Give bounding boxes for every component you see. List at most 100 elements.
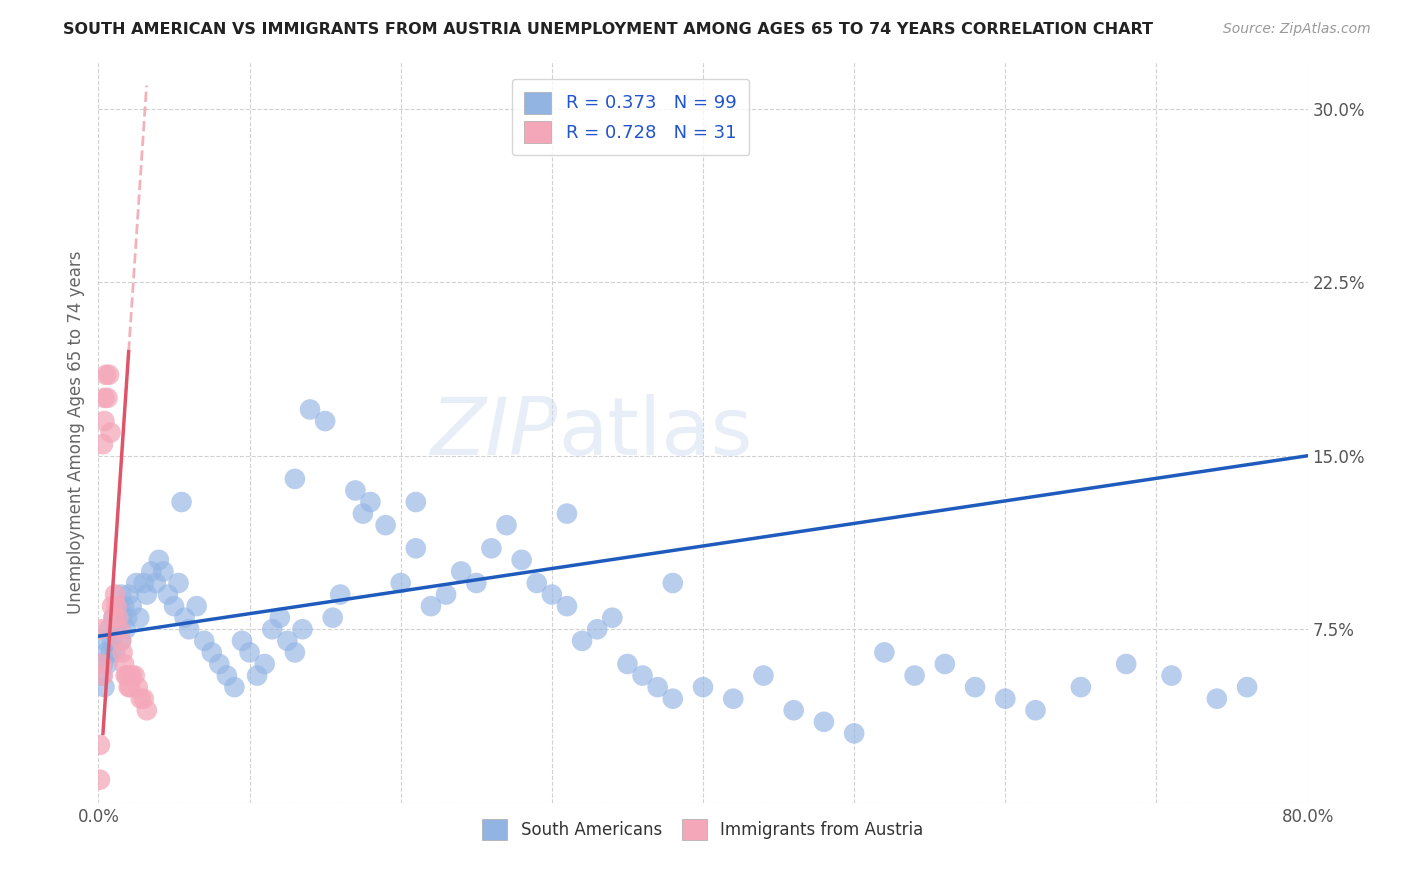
Point bbox=[90, 668, 112, 682]
Text: ZIP: ZIP bbox=[430, 393, 558, 472]
Point bbox=[1024, 703, 1046, 717]
Point bbox=[96, 657, 118, 671]
Point bbox=[129, 691, 152, 706]
Point bbox=[120, 680, 142, 694]
Point bbox=[540, 588, 562, 602]
Point bbox=[132, 691, 155, 706]
Y-axis label: Unemployment Among Ages 65 to 74 years: Unemployment Among Ages 65 to 74 years bbox=[66, 251, 84, 615]
Point bbox=[291, 622, 314, 636]
Point bbox=[103, 610, 125, 624]
Point bbox=[114, 668, 136, 682]
Point bbox=[91, 668, 114, 682]
Point bbox=[873, 645, 896, 659]
Point bbox=[125, 576, 148, 591]
Point bbox=[994, 691, 1017, 706]
Point bbox=[314, 414, 336, 428]
Point bbox=[111, 610, 134, 624]
Point bbox=[269, 610, 291, 624]
Point bbox=[322, 610, 344, 624]
Point bbox=[299, 402, 322, 417]
Point bbox=[208, 657, 231, 671]
Point bbox=[132, 576, 155, 591]
Text: Source: ZipAtlas.com: Source: ZipAtlas.com bbox=[1223, 22, 1371, 37]
Point bbox=[156, 588, 179, 602]
Point bbox=[352, 507, 374, 521]
Point bbox=[112, 599, 135, 614]
Point bbox=[965, 680, 987, 694]
Point bbox=[344, 483, 367, 498]
Point bbox=[692, 680, 714, 694]
Point bbox=[450, 565, 472, 579]
Point bbox=[661, 576, 683, 591]
Point bbox=[284, 645, 307, 659]
Text: SOUTH AMERICAN VS IMMIGRANTS FROM AUSTRIA UNEMPLOYMENT AMONG AGES 65 TO 74 YEARS: SOUTH AMERICAN VS IMMIGRANTS FROM AUSTRI… bbox=[63, 22, 1153, 37]
Point bbox=[904, 668, 927, 682]
Point bbox=[661, 691, 683, 706]
Point bbox=[231, 633, 253, 648]
Point bbox=[135, 703, 157, 717]
Point bbox=[135, 588, 157, 602]
Point bbox=[148, 553, 170, 567]
Point bbox=[121, 599, 143, 614]
Point bbox=[118, 588, 141, 602]
Point bbox=[405, 541, 427, 556]
Point bbox=[115, 668, 138, 682]
Point bbox=[239, 645, 262, 659]
Point bbox=[98, 622, 121, 636]
Point bbox=[602, 610, 624, 624]
Point bbox=[107, 610, 129, 624]
Point bbox=[104, 588, 127, 602]
Point bbox=[152, 565, 174, 579]
Point bbox=[96, 391, 118, 405]
Point bbox=[616, 657, 638, 671]
Point bbox=[1160, 668, 1182, 682]
Point bbox=[145, 576, 167, 591]
Point bbox=[173, 610, 195, 624]
Point bbox=[107, 610, 129, 624]
Point bbox=[555, 599, 578, 614]
Point bbox=[374, 518, 396, 533]
Point bbox=[112, 657, 135, 671]
Point bbox=[89, 772, 111, 787]
Point bbox=[752, 668, 775, 682]
Point bbox=[284, 472, 307, 486]
Point bbox=[93, 680, 115, 694]
Point bbox=[481, 541, 503, 556]
Point bbox=[110, 588, 132, 602]
Point bbox=[201, 645, 224, 659]
Point bbox=[186, 599, 208, 614]
Point bbox=[420, 599, 443, 614]
Point bbox=[844, 726, 866, 740]
Point bbox=[91, 437, 114, 451]
Point bbox=[179, 622, 201, 636]
Point bbox=[93, 391, 115, 405]
Point bbox=[215, 668, 238, 682]
Point bbox=[103, 610, 125, 624]
Point bbox=[91, 657, 114, 671]
Point bbox=[405, 495, 427, 509]
Point bbox=[110, 633, 132, 648]
Point bbox=[224, 680, 246, 694]
Point bbox=[110, 633, 132, 648]
Point bbox=[118, 680, 141, 694]
Point bbox=[93, 414, 115, 428]
Point bbox=[104, 645, 127, 659]
Point bbox=[124, 668, 146, 682]
Point bbox=[163, 599, 186, 614]
Point bbox=[647, 680, 669, 694]
Point bbox=[114, 622, 136, 636]
Point bbox=[783, 703, 806, 717]
Point bbox=[94, 368, 117, 382]
Point bbox=[813, 714, 835, 729]
Point bbox=[170, 495, 193, 509]
Point bbox=[128, 610, 150, 624]
Point bbox=[90, 657, 112, 671]
Point bbox=[555, 507, 578, 521]
Point bbox=[465, 576, 488, 591]
Point bbox=[90, 622, 112, 636]
Point bbox=[434, 588, 457, 602]
Legend: South Americans, Immigrants from Austria: South Americans, Immigrants from Austria bbox=[475, 813, 931, 847]
Point bbox=[934, 657, 956, 671]
Point bbox=[510, 553, 533, 567]
Point bbox=[276, 633, 298, 648]
